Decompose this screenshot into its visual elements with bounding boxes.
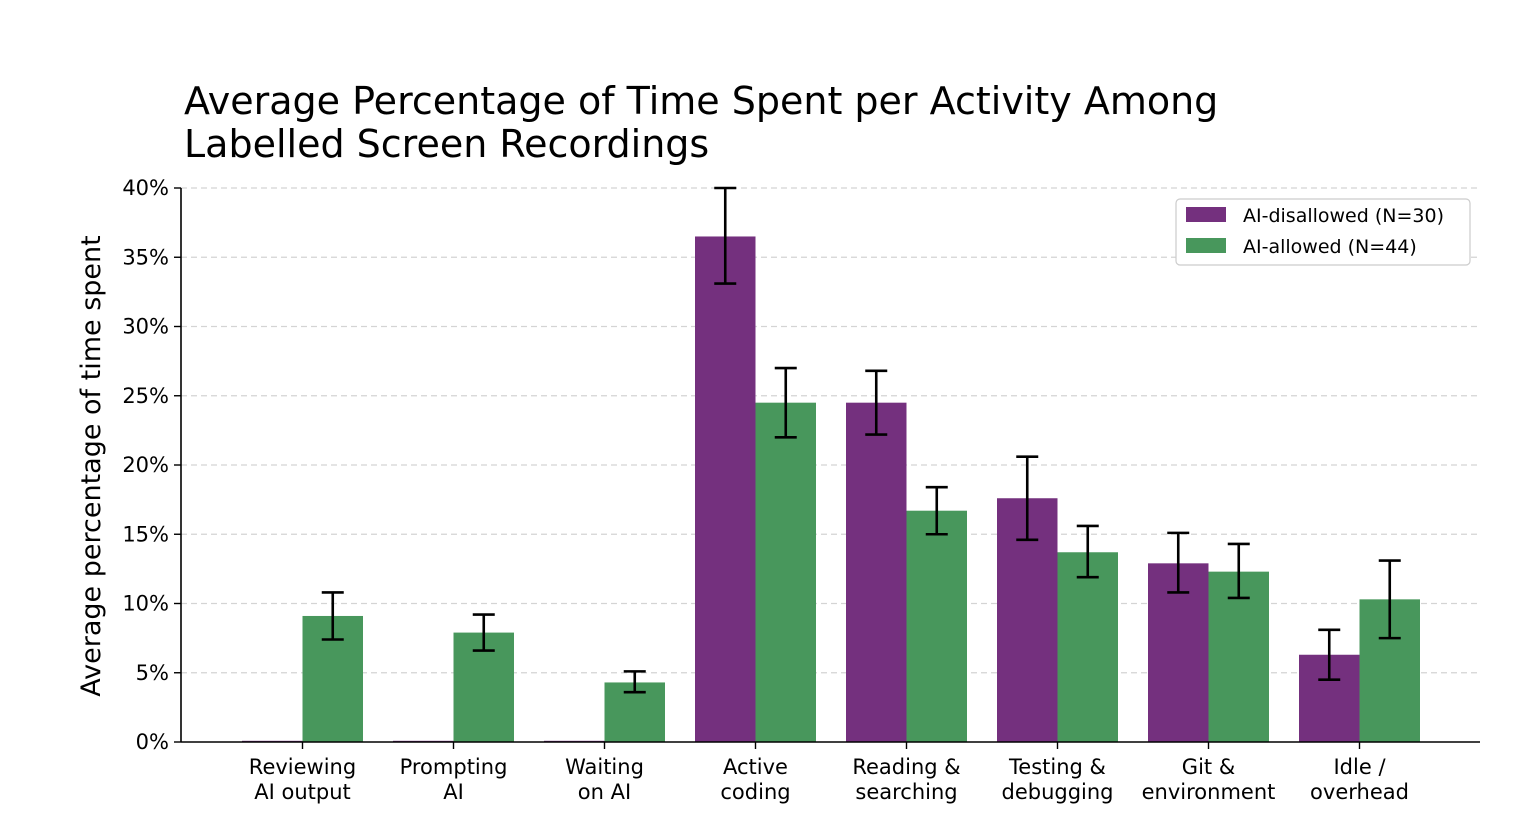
bar-ai-allowed [755, 402, 816, 742]
y-tick-label: 5% [136, 661, 169, 685]
chart-title-line-2: Labelled Screen Recordings [184, 122, 709, 166]
error-bar [1318, 628, 1341, 681]
y-tick-label: 0% [136, 730, 169, 754]
x-tick-label: Reading & [852, 755, 960, 779]
error-bar [714, 186, 737, 285]
legend-label-ai-allowed: AI-allowed (N=44) [1243, 236, 1417, 258]
y-ticks: 0% 5% 10% 15% 20% 25% 30% 35% 40% [122, 176, 181, 754]
legend: AI-disallowed (N=30) AI-allowed (N=44) [1175, 198, 1471, 266]
bar-ai-allowed [1057, 552, 1118, 742]
x-tick-label: Reviewing [249, 755, 356, 779]
x-tick-label: searching [855, 780, 957, 804]
error-bar [623, 670, 646, 694]
x-tick-label: Active [723, 755, 788, 779]
error-bar [1378, 559, 1401, 640]
bar-ai-allowed [906, 510, 967, 742]
error-bar [865, 369, 888, 436]
x-tick-label: on AI [578, 780, 631, 804]
x-tick-label: Waiting [565, 755, 644, 779]
y-tick-label: 20% [122, 453, 169, 477]
y-axis-label: Average percentage of time spent [76, 235, 107, 696]
x-tick-label: debugging [1001, 780, 1113, 804]
x-tick-label: coding [720, 780, 790, 804]
x-tick-label: AI output [254, 780, 351, 804]
legend-label-ai-disallowed: AI-disallowed (N=30) [1243, 205, 1444, 227]
bars [242, 236, 1420, 742]
legend-swatch-ai-disallowed [1186, 207, 1226, 222]
chart-title-line-1: Average Percentage of Time Spent per Act… [184, 79, 1218, 123]
y-tick-label: 15% [122, 522, 169, 546]
y-tick-label: 25% [122, 384, 169, 408]
bar-ai-disallowed [846, 402, 907, 742]
y-tick-label: 35% [122, 245, 169, 269]
error-bar [1227, 542, 1250, 600]
error-bar [1016, 455, 1039, 542]
x-tick-label: Git & [1182, 755, 1235, 779]
error-bar [472, 613, 495, 652]
bar-ai-disallowed [695, 236, 756, 742]
error-bar [321, 591, 344, 641]
x-tick-label: AI [443, 780, 464, 804]
legend-swatch-ai-allowed [1186, 238, 1226, 253]
y-tick-label: 10% [122, 592, 169, 616]
y-tick-label: 30% [122, 315, 169, 339]
y-tick-label: 40% [122, 176, 169, 200]
x-tick-label: Idle / [1333, 755, 1386, 779]
x-tick-label: Testing & [1008, 755, 1106, 779]
error-bar [774, 366, 797, 439]
bar-ai-allowed [1208, 571, 1269, 742]
x-tick-label: Prompting [400, 755, 508, 779]
error-bar [1076, 524, 1099, 579]
legend-frame [1175, 198, 1471, 266]
error-bars [321, 186, 1401, 694]
x-tick-label: environment [1142, 780, 1276, 804]
x-tick-label: overhead [1310, 780, 1409, 804]
error-bar [1167, 531, 1190, 594]
error-bar [925, 485, 948, 536]
